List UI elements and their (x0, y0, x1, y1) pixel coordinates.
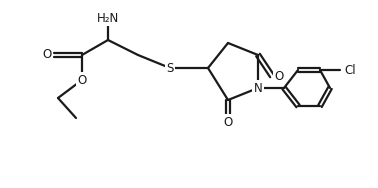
Text: H₂N: H₂N (97, 11, 119, 24)
Text: O: O (43, 49, 52, 61)
Text: O: O (223, 115, 232, 129)
Text: S: S (166, 61, 174, 74)
Text: O: O (274, 70, 283, 83)
Text: O: O (77, 74, 87, 86)
Text: N: N (254, 82, 262, 95)
Text: Cl: Cl (344, 64, 356, 77)
